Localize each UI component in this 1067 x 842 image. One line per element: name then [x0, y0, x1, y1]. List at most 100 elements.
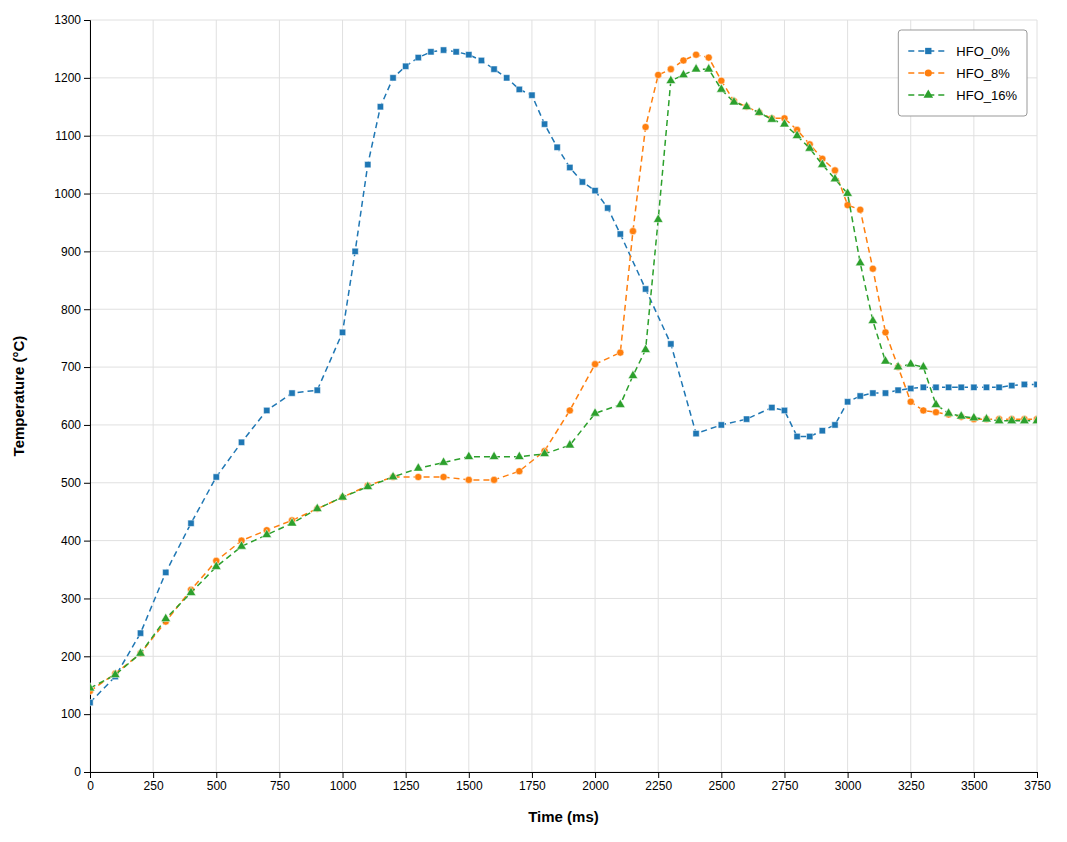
marker: [907, 398, 914, 405]
marker: [466, 52, 472, 58]
marker: [729, 97, 739, 105]
x-axis-tick-label: 250: [144, 779, 164, 793]
y-axis-tick-mark: [84, 483, 90, 484]
marker: [566, 407, 573, 414]
y-axis-tick-label: 800: [61, 303, 81, 317]
marker: [933, 384, 939, 390]
marker: [264, 407, 270, 413]
y-axis-tick-mark: [84, 425, 90, 426]
marker: [262, 529, 272, 537]
y-axis-tick-mark: [84, 20, 90, 21]
marker: [893, 362, 903, 370]
marker: [352, 248, 358, 254]
marker: [590, 408, 600, 416]
marker: [781, 407, 787, 413]
marker: [238, 439, 244, 445]
marker: [805, 143, 815, 151]
marker: [287, 518, 297, 526]
grid-line-y: [90, 714, 1037, 715]
marker: [982, 414, 992, 422]
marker: [390, 75, 396, 81]
y-axis-tick-mark: [84, 541, 90, 542]
x-axis-tick-mark: [721, 772, 722, 778]
marker: [1020, 415, 1030, 423]
marker: [704, 64, 714, 72]
grid-line-y: [90, 598, 1037, 599]
marker: [629, 228, 636, 235]
chart: 0250500750100012501500175020002250250027…: [0, 0, 1067, 842]
y-axis-tick: 1100: [55, 129, 90, 143]
y-axis-tick-label: 1000: [54, 187, 81, 201]
marker: [857, 206, 864, 213]
grid-line-y: [90, 656, 1037, 657]
marker: [642, 286, 648, 292]
y-axis-tick: 1200: [54, 71, 90, 85]
marker: [742, 101, 752, 109]
marker: [844, 399, 850, 405]
grid-line-x: [721, 20, 722, 772]
marker: [920, 407, 927, 414]
y-axis-tick-label: 1300: [54, 13, 81, 27]
x-axis-tick: 0: [87, 772, 94, 793]
x-axis-tick-mark: [1037, 772, 1038, 778]
series-markers: [90, 64, 1037, 691]
marker: [971, 384, 977, 390]
x-axis-tick-label: 500: [207, 779, 227, 793]
x-axis-tick-label: 1500: [456, 779, 483, 793]
marker: [188, 520, 194, 526]
marker: [338, 492, 348, 500]
series-line: [90, 55, 1037, 691]
x-axis-tick: 2750: [772, 772, 799, 793]
marker: [794, 433, 800, 439]
marker: [591, 361, 598, 368]
marker: [440, 473, 447, 480]
marker: [213, 474, 219, 480]
y-axis-tick: 600: [61, 418, 90, 432]
marker: [945, 384, 951, 390]
grid-line-x: [342, 20, 343, 772]
marker: [592, 187, 598, 193]
x-axis-tick-label: 3500: [961, 779, 988, 793]
y-axis-tick: 0: [74, 765, 90, 779]
marker: [567, 164, 573, 170]
marker: [136, 648, 146, 656]
y-axis-tick-label: 600: [61, 418, 81, 432]
x-axis-tick: 500: [207, 772, 227, 793]
marker: [110, 669, 120, 677]
y-axis-tick: 200: [61, 650, 90, 664]
marker: [994, 415, 1004, 423]
legend-label: HFO_8%: [956, 66, 1010, 81]
x-axis-tick: 1000: [330, 772, 357, 793]
marker: [743, 416, 749, 422]
y-axis-tick-label: 1100: [55, 129, 81, 143]
legend-item: HFO_16%: [908, 88, 1017, 103]
y-axis-tick-mark: [84, 656, 90, 657]
marker: [1007, 415, 1017, 423]
legend-label: HFO_16%: [956, 88, 1017, 103]
y-axis: 0100200300400500600700800900100011001200…: [54, 13, 90, 779]
y-axis-tick: 500: [61, 476, 90, 490]
series-line: [90, 50, 1037, 703]
marker: [855, 257, 865, 265]
marker: [413, 463, 423, 471]
grid-line-x: [153, 20, 154, 772]
x-axis-tick-mark: [216, 772, 217, 778]
x-axis-tick: 250: [144, 772, 164, 793]
marker: [529, 92, 535, 98]
grid-line-y: [90, 251, 1037, 252]
y-axis-tick-mark: [84, 78, 90, 79]
marker: [628, 370, 638, 378]
marker: [983, 384, 989, 390]
marker: [616, 399, 626, 407]
marker: [565, 440, 575, 448]
marker: [717, 84, 727, 92]
marker: [641, 344, 651, 352]
y-axis-tick: 800: [61, 303, 90, 317]
grid-line-x: [658, 20, 659, 772]
grid-line-x: [468, 20, 469, 772]
marker: [895, 387, 901, 393]
x-axis-tick-mark: [279, 772, 280, 778]
marker: [705, 54, 712, 61]
marker: [769, 404, 775, 410]
legend-item: HFO_8%: [908, 66, 1010, 81]
